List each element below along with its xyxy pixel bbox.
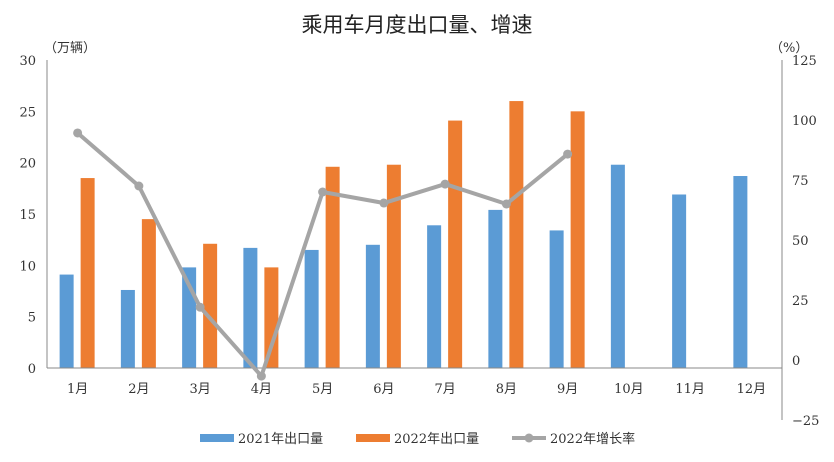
bar-2022年出口量 [448,120,463,368]
x-tick-label: 12月 [737,382,767,397]
y-tick-label: 0 [28,362,36,377]
bar-2022年出口量 [570,111,585,368]
y2-tick-label: 100 [792,114,817,129]
bar-2022年出口量 [264,267,279,368]
growth-rate-point [501,199,511,209]
bar-2021年出口量 [488,209,503,368]
y-tick-label: 30 [19,54,36,69]
bar-2021年出口量 [120,289,135,368]
y2-tick-label: 75 [792,174,809,189]
x-tick-label: 7月 [434,382,455,397]
growth-rate-point [195,302,205,312]
chart-title: 乘用车月度出口量、增速 [302,13,533,37]
bar-2021年出口量 [672,194,687,368]
growth-rate-point [134,181,144,191]
y2-axis-label: （%） [770,41,808,56]
y-tick-label: 10 [19,259,36,274]
y-axis-label: （万辆） [44,41,96,56]
x-tick-label: 3月 [189,382,210,397]
y2-tick-label: 50 [792,234,809,249]
bar-2021年出口量 [733,176,748,368]
x-tick-label: 8月 [496,382,517,397]
bar-2022年出口量 [141,219,156,368]
legend-swatch [356,434,390,442]
y2-tick-label: −25 [792,414,819,429]
x-tick-label: 1月 [67,382,88,397]
y-tick-label: 5 [28,311,36,326]
bar-2021年出口量 [610,164,625,368]
bar-2022年出口量 [509,101,524,369]
legend-label: 2021年出口量 [238,432,323,447]
x-tick-label: 4月 [251,382,272,397]
bar-2022年出口量 [386,164,401,368]
x-tick-label: 10月 [614,382,644,397]
legend-label: 2022年增长率 [550,431,635,447]
bar-2022年出口量 [80,178,95,368]
y-tick-label: 20 [19,157,36,172]
x-tick-label: 9月 [557,382,578,397]
bar-2021年出口量 [304,249,319,368]
y-tick-label: 25 [19,105,36,120]
y2-tick-label: 125 [792,54,817,69]
growth-rate-point [256,371,266,381]
y2-tick-label: 25 [792,294,809,309]
x-tick-label: 6月 [373,382,394,397]
x-tick-label: 5月 [312,382,333,397]
bar-2021年出口量 [427,225,442,368]
x-tick-label: 11月 [675,382,705,397]
legend-label: 2022年出口量 [394,432,479,447]
bar-2021年出口量 [365,244,380,368]
growth-rate-point [318,187,328,197]
legend-swatch [200,434,234,442]
bar-2021年出口量 [243,247,258,368]
bar-2021年出口量 [549,230,564,368]
growth-rate-point [563,149,573,159]
growth-rate-point [73,128,83,138]
growth-rate-point [440,179,450,189]
legend-marker [524,433,534,443]
growth-rate-point [379,198,389,208]
x-tick-label: 2月 [128,382,149,397]
bar-2022年出口量 [203,243,218,368]
bar-2022年出口量 [325,166,340,368]
y2-tick-label: 0 [792,354,800,369]
bar-2021年出口量 [59,274,74,368]
y-tick-label: 15 [19,208,36,223]
